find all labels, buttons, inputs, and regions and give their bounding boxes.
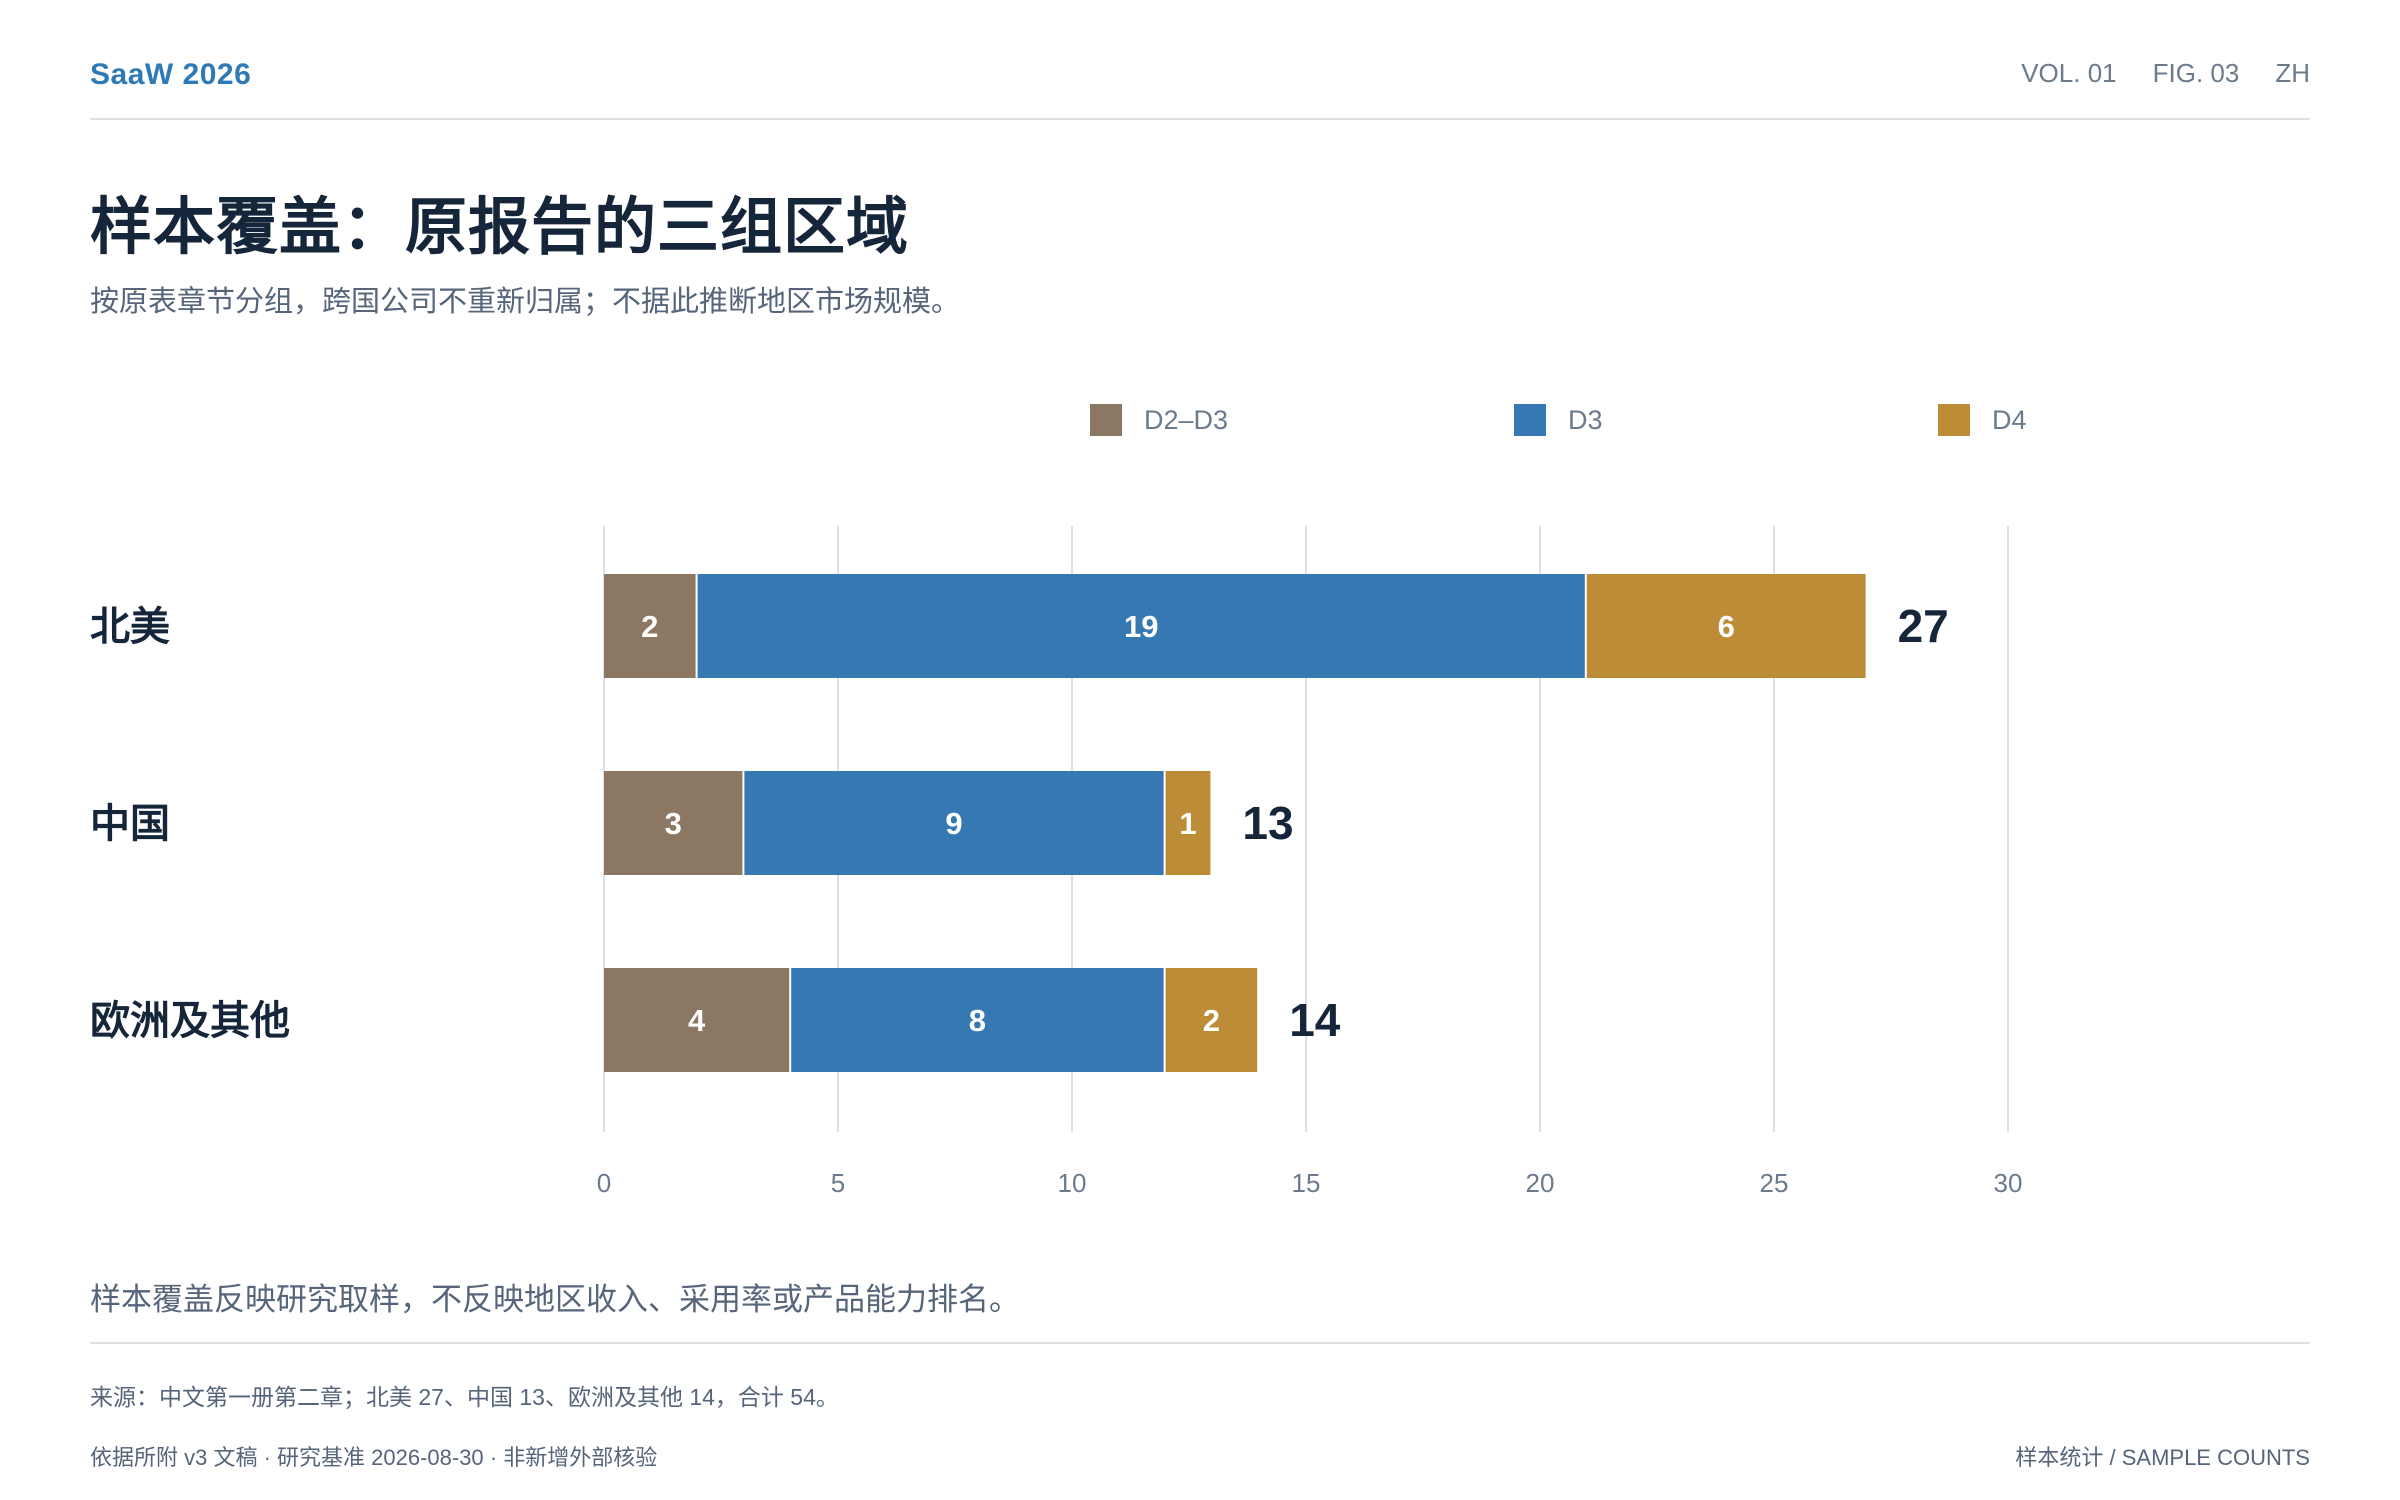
legend-label-d3: D3: [1568, 404, 1603, 435]
x-tick-label: 0: [597, 1168, 611, 1198]
footer-provenance: 依据所附 v3 文稿 · 研究基准 2026-08-30 · 非新增外部核验: [90, 1445, 658, 1470]
legend-item-d3: D3: [1514, 404, 1603, 436]
bar-segment: [1165, 771, 1211, 875]
legend-swatch-d2-d3: [1090, 404, 1122, 436]
legend-label-d4: D4: [1992, 404, 2027, 435]
segment-value-label: 19: [1124, 609, 1158, 644]
legend-item-d2-d3: D2–D3: [1090, 404, 1228, 436]
page-title: 样本覆盖：原报告的三组区域: [90, 193, 910, 262]
bar-segment: [1165, 968, 1258, 1072]
bar-segment: [604, 574, 696, 678]
legend-item-d4: D4: [1938, 404, 2027, 436]
segment-value-label: 1: [1179, 806, 1196, 841]
figure-meta: VOL. 01 FIG. 03 ZH: [2021, 58, 2310, 89]
x-tick-label: 25: [1760, 1168, 1789, 1198]
x-tick-label: 15: [1292, 1168, 1321, 1198]
language-label: ZH: [2275, 58, 2310, 88]
bar-segment: [1586, 574, 1866, 678]
category-label: 中国: [90, 802, 170, 846]
source-note: 来源：中文第一册第二章；北美 27、中国 13、欧洲及其他 14，合计 54。: [90, 1384, 839, 1410]
bar-segment: [791, 968, 1164, 1072]
total-value-label: 27: [1898, 600, 1949, 652]
figure-number: FIG. 03: [2152, 58, 2240, 88]
x-tick-label: 5: [831, 1168, 845, 1198]
stacked-bar-chart: 0 5 10 15 20 25 30 北美 2 19 6 27 中国 3 9 1 13 欧洲及其他 4 8 2 14: [90, 526, 2023, 1198]
volume-label: VOL. 01: [2021, 58, 2117, 88]
total-value-label: 13: [1242, 797, 1293, 849]
chart-note: 样本覆盖反映研究取样，不反映地区收入、采用率或产品能力排名。: [90, 1282, 1020, 1317]
category-label: 北美: [90, 605, 170, 649]
segment-value-label: 2: [1203, 1003, 1220, 1038]
x-tick-label: 10: [1058, 1168, 1087, 1198]
segment-value-label: 2: [641, 609, 658, 644]
legend-label-d2-d3: D2–D3: [1144, 404, 1229, 435]
bar-segment: [604, 771, 743, 875]
category-label: 欧洲及其他: [90, 999, 290, 1043]
legend-swatch-d4: [1938, 404, 1970, 436]
total-value-label: 14: [1289, 994, 1341, 1046]
segment-value-label: 8: [969, 1003, 986, 1038]
header-divider: [90, 118, 2310, 120]
segment-value-label: 6: [1718, 609, 1735, 644]
segment-value-label: 3: [665, 806, 682, 841]
brand-label: SaaW 2026: [90, 58, 252, 91]
legend-swatch-d3: [1514, 404, 1546, 436]
segment-value-label: 9: [945, 806, 962, 841]
page-subtitle: 按原表章节分组，跨国公司不重新归属；不据此推断地区市场规模。: [90, 286, 961, 318]
footer-section-label: 样本统计 / SAMPLE COUNTS: [2015, 1445, 2310, 1470]
bar-segment: [604, 968, 790, 1072]
x-tick-label: 30: [1994, 1168, 2023, 1198]
bar-segment: [744, 771, 1164, 875]
chart-legend: D2–D3 D3 D4: [0, 404, 2400, 444]
footer-divider: [90, 1342, 2310, 1344]
bar-segment: [697, 574, 1585, 678]
x-tick-label: 20: [1526, 1168, 1555, 1198]
segment-value-label: 4: [688, 1003, 706, 1038]
